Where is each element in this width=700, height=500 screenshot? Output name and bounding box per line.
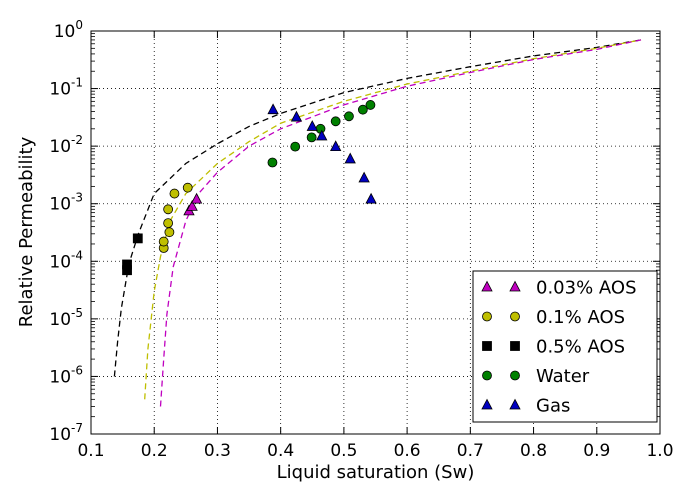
legend-marker <box>509 280 521 292</box>
legend-box <box>472 270 658 423</box>
fit-curves <box>113 39 642 407</box>
data-point <box>190 192 203 204</box>
data-point <box>163 218 174 229</box>
x-axis-label: Liquid saturation (Sw) <box>277 462 475 483</box>
data-point <box>290 141 301 152</box>
legend-label: Water <box>536 366 590 387</box>
legend-marker <box>510 341 520 351</box>
data-point <box>182 182 193 193</box>
data-point <box>315 123 326 134</box>
y-tick-label: 10-2 <box>49 133 83 157</box>
legend-marker <box>510 311 520 322</box>
data-point <box>306 120 318 131</box>
legend-marker <box>482 341 492 351</box>
legend-marker <box>482 311 492 322</box>
y-tick-label: 100 <box>54 18 83 42</box>
x-tick-label: 0.4 <box>267 441 294 461</box>
plot-frame <box>90 30 661 435</box>
x-tick-label: 0.2 <box>141 441 168 461</box>
y-tick-label: 10-3 <box>49 191 83 215</box>
x-tick-label: 0.8 <box>520 441 547 461</box>
y-tick-label: 10-1 <box>49 76 83 100</box>
data-point <box>344 152 356 164</box>
data-point <box>330 140 342 152</box>
data-point <box>267 103 279 115</box>
legend-label: 0.5% AOS <box>536 337 625 358</box>
fit-curve <box>144 39 642 400</box>
data-point <box>358 171 370 183</box>
legend-marker <box>481 280 493 292</box>
data-point <box>316 129 328 141</box>
x-tick-label: 0.5 <box>330 441 357 461</box>
data-point <box>365 192 377 204</box>
legend-marker <box>509 398 521 410</box>
legend-label: 0.1% AOS <box>536 307 625 328</box>
x-tick-label: 1.0 <box>646 441 673 461</box>
y-tick-label: 10-4 <box>49 248 83 272</box>
x-tick-label: 0.9 <box>583 441 610 461</box>
data-point <box>267 157 278 168</box>
y-tick-label: 10-7 <box>49 421 83 445</box>
data-point <box>163 204 174 215</box>
ticks <box>90 30 661 435</box>
x-tick-labels: 0.1 0.2 0.3 0.4 0.5 0.6 0.7 0.8 0.9 1.0 <box>77 441 673 461</box>
x-tick-label: 0.3 <box>204 441 231 461</box>
y-axis-label: Relative Permeability <box>16 136 37 327</box>
data-point <box>164 227 175 238</box>
data-point <box>186 199 198 211</box>
data-point <box>357 104 368 115</box>
data-point <box>290 110 303 122</box>
fit-curve <box>113 39 642 377</box>
legend-marker <box>482 370 492 381</box>
legend-marker <box>481 398 493 410</box>
data-points <box>122 100 377 276</box>
data-point <box>330 116 341 127</box>
fit-curve <box>159 39 642 407</box>
legend-label: Gas <box>536 396 570 417</box>
data-point <box>306 132 317 143</box>
x-tick-label: 0.7 <box>457 441 484 461</box>
grid <box>91 31 660 434</box>
data-point <box>169 188 180 199</box>
legend-label: 0.03% AOS <box>536 278 637 299</box>
x-tick-label: 0.6 <box>394 441 421 461</box>
y-tick-label: 10-5 <box>49 306 83 330</box>
legend: 0.03% AOS 0.1% AOS 0.5% AOS Water Gas <box>472 270 658 423</box>
y-tick-labels: 10-7 10-6 10-5 10-4 10-3 10-2 10-1 100 <box>49 18 83 445</box>
data-point <box>132 233 143 244</box>
data-point <box>344 111 354 122</box>
y-tick-label: 10-6 <box>49 363 83 387</box>
data-point <box>365 100 376 110</box>
data-point <box>122 259 132 270</box>
legend-marker <box>510 370 520 381</box>
data-point <box>158 236 169 247</box>
x-tick-label: 0.1 <box>77 441 104 461</box>
